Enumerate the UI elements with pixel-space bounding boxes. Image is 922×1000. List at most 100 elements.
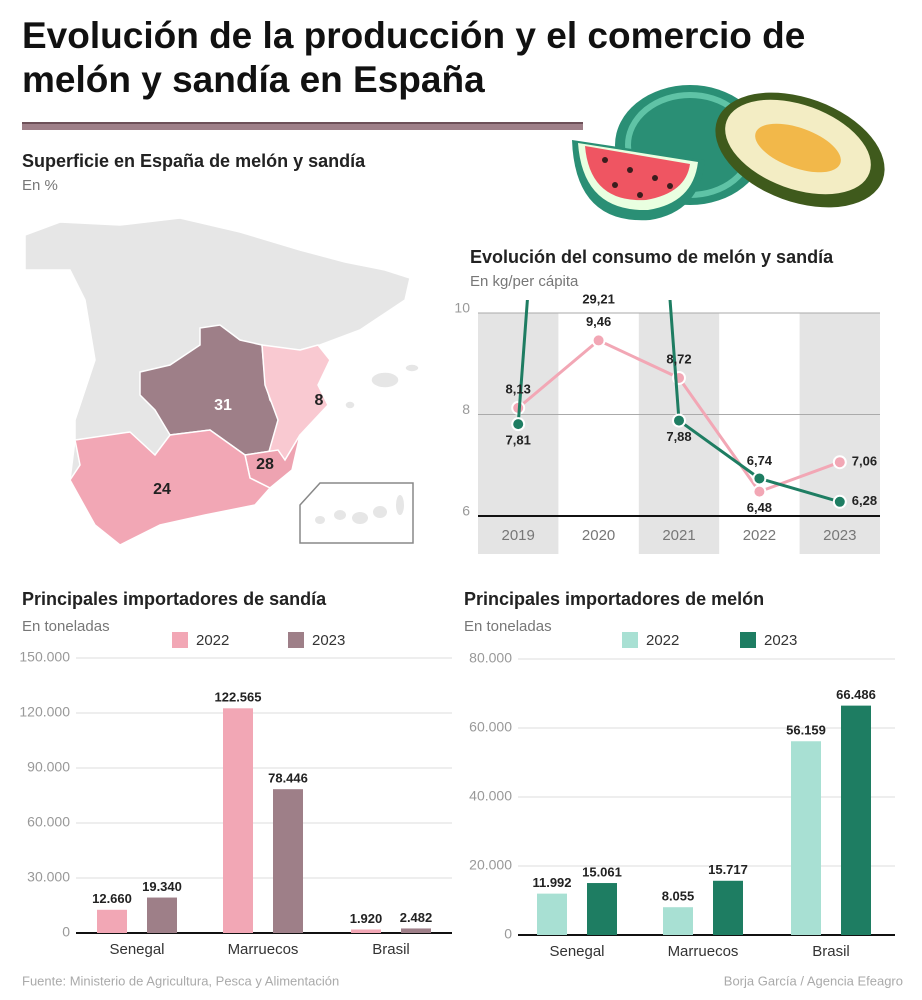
value-label: 6,48: [747, 500, 772, 515]
column-band: [638, 313, 720, 554]
value-label: 12.660: [92, 891, 132, 906]
x-tick-label: Senegal: [549, 943, 604, 960]
chart-subtitle: En kg/per cápita: [470, 273, 579, 290]
y-tick-label: 150.000: [19, 649, 70, 665]
chart-subtitle: En toneladas: [22, 618, 110, 635]
value-label: 6,28: [852, 493, 877, 508]
legend-label: 2023: [764, 632, 797, 649]
legend-label: 2022: [196, 632, 229, 649]
x-tick-label: 2023: [823, 527, 856, 544]
x-tick-label: Brasil: [372, 941, 410, 958]
map-region: [69, 429, 272, 546]
y-tick-label: 120.000: [19, 704, 70, 720]
legend-swatch: [740, 632, 756, 648]
value-label: 56.159: [786, 723, 826, 738]
y-tick-label: 20.000: [469, 857, 512, 873]
value-label: 122.565: [215, 690, 262, 705]
point: [511, 417, 526, 432]
canary-inset: [299, 482, 414, 544]
page-title: Evolución de la producción y el comercio…: [22, 15, 806, 100]
y-tick-label: 60.000: [469, 719, 512, 735]
legend-label: 2023: [312, 632, 345, 649]
bar: [97, 909, 127, 933]
y-tick-label: 10: [454, 300, 470, 316]
point: [832, 494, 847, 509]
bar: [537, 893, 567, 935]
point: [672, 413, 686, 428]
plot-area: [511, 300, 847, 509]
bar: [401, 928, 431, 933]
legend-label: 2022: [646, 632, 679, 649]
bar: [273, 789, 303, 933]
value-label: 9,46: [586, 314, 611, 329]
region-label: 31: [214, 397, 232, 414]
legend-swatch: [288, 632, 304, 648]
bar: [223, 708, 253, 933]
credit: Borja García / Agencia Efeagro: [724, 973, 903, 988]
y-tick-label: 30.000: [27, 869, 70, 885]
x-tick-label: 2019: [502, 527, 535, 544]
y-tick-label: 40.000: [469, 788, 512, 804]
x-tick-label: Brasil: [812, 943, 850, 960]
y-tick-label: 80.000: [469, 650, 512, 666]
chart-title: Principales importadores de sandía: [22, 589, 327, 609]
value-label: 29,21: [582, 291, 615, 306]
y-tick-label: 8: [462, 401, 470, 417]
y-tick-label: 90.000: [27, 759, 70, 775]
y-tick-label: 0: [504, 926, 512, 942]
y-tick-label: 0: [62, 924, 70, 940]
bar: [713, 880, 743, 935]
region-label: 24: [153, 481, 171, 498]
value-label: 15.061: [582, 864, 622, 879]
bar: [147, 897, 177, 933]
legend-swatch: [172, 632, 188, 648]
point: [832, 455, 847, 470]
value-label: 8,13: [506, 381, 531, 396]
source: Fuente: Ministerio de Agricultura, Pesca…: [22, 973, 339, 988]
y-tick-label: 60.000: [27, 814, 70, 830]
value-label: 8,72: [666, 351, 691, 366]
chart-subtitle: En toneladas: [464, 618, 552, 635]
x-tick-label: Senegal: [109, 941, 164, 958]
value-label: 7,81: [506, 433, 531, 448]
x-tick-label: 2020: [582, 527, 615, 544]
chart-title: Evolución del consumo de melón y sandía: [470, 247, 834, 267]
point: [591, 333, 606, 348]
x-tick-label: 2022: [743, 527, 776, 544]
y-tick-label: 6: [462, 503, 470, 519]
x-tick-label: 2021: [662, 527, 695, 544]
value-label: 7,06: [852, 454, 877, 469]
x-tick-label: Marruecos: [228, 941, 299, 958]
value-label: 15.717: [708, 862, 748, 877]
divider: [22, 122, 583, 130]
value-label: 19.340: [142, 879, 182, 894]
chart-title: Superficie en España de melón y sandía: [22, 151, 366, 171]
value-label: 7,88: [666, 429, 691, 444]
illustration: [572, 85, 885, 221]
value-label: 11.992: [532, 875, 571, 890]
divider: [22, 122, 583, 124]
region-label: 28: [256, 456, 274, 473]
bar: [841, 705, 871, 935]
bar: [587, 883, 617, 935]
chart-title: Principales importadores de melón: [464, 589, 764, 609]
legend-swatch: [622, 632, 638, 648]
region-label: 8: [315, 392, 324, 409]
value-label: 66.486: [836, 687, 876, 702]
chart-subtitle: En %: [22, 177, 58, 194]
column-band: [478, 313, 559, 554]
value-label: 2.482: [400, 910, 433, 925]
point: [752, 484, 767, 499]
point: [752, 471, 767, 486]
value-label: 8.055: [662, 889, 695, 904]
value-label: 6,74: [747, 453, 773, 468]
bar: [351, 929, 381, 933]
value-label: 78.446: [268, 771, 308, 786]
bar: [663, 907, 693, 935]
bar: [791, 741, 821, 935]
column-band: [799, 313, 880, 554]
x-tick-label: Marruecos: [668, 943, 739, 960]
value-label: 1.920: [350, 911, 383, 926]
